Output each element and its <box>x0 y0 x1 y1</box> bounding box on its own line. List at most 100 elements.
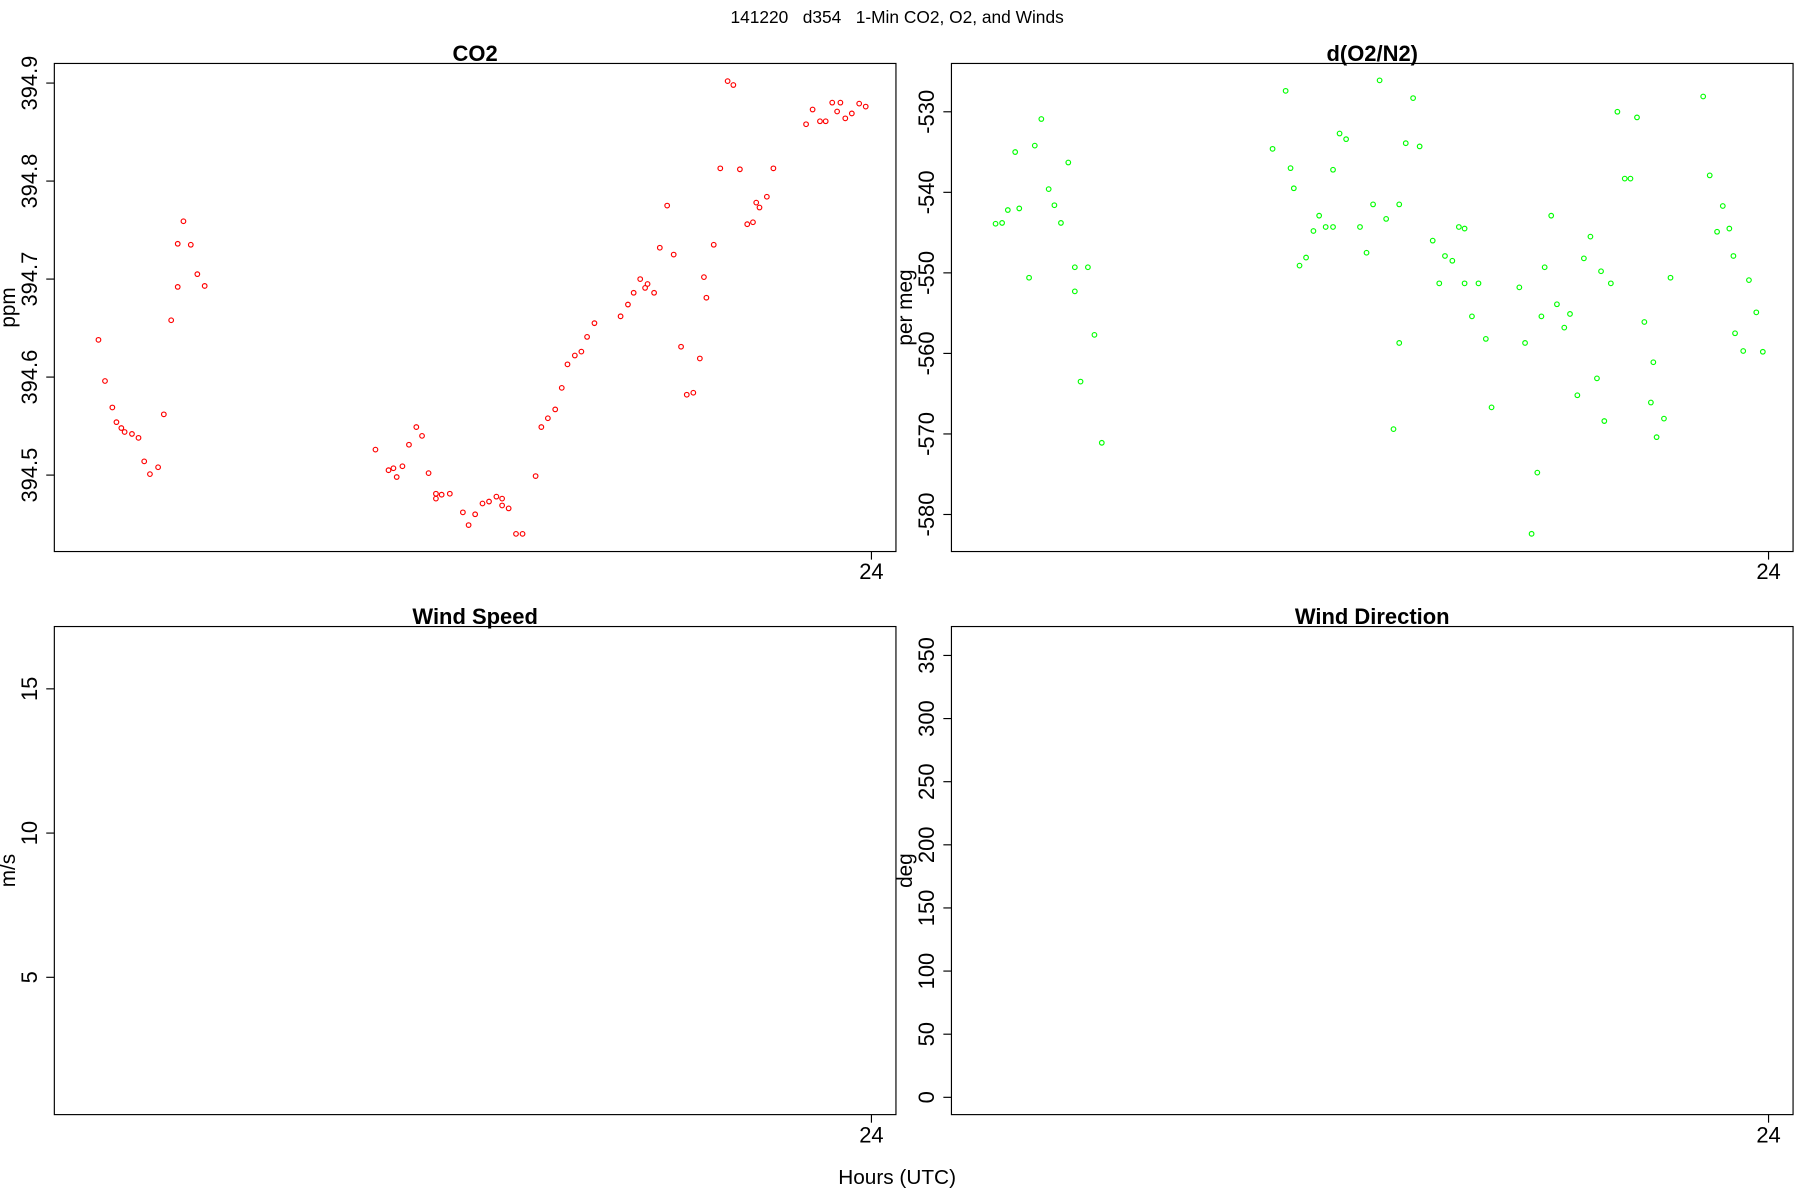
data-point <box>992 220 999 227</box>
data-point <box>703 294 710 301</box>
y-tick-label: -550 <box>914 251 939 295</box>
data-point <box>459 509 466 516</box>
y-tick-label: 0 <box>914 1091 939 1103</box>
data-point <box>1719 203 1726 209</box>
data-point <box>1316 212 1323 219</box>
y-axis-label: ppm <box>0 287 20 327</box>
data-point <box>147 471 153 477</box>
data-point <box>1004 207 1011 213</box>
data-point <box>644 281 651 287</box>
data-point <box>505 505 512 512</box>
data-point <box>696 355 703 362</box>
y-tick-label: 394.7 <box>17 252 42 307</box>
data-point <box>1287 165 1294 172</box>
data-point <box>1330 224 1336 230</box>
data-point <box>750 219 756 226</box>
panel-title: Wind Direction <box>1295 604 1450 629</box>
data-point <box>513 531 519 537</box>
data-point <box>744 221 751 228</box>
data-point <box>1091 331 1098 338</box>
data-point <box>446 490 453 497</box>
data-point <box>180 218 187 225</box>
data-point <box>187 241 194 248</box>
data-point <box>465 522 472 528</box>
data-point <box>862 103 869 110</box>
y-axis-label: m/s <box>0 854 20 887</box>
y-tick-label: 250 <box>914 763 939 800</box>
data-point <box>1561 324 1568 331</box>
panel-title: CO2 <box>453 41 498 66</box>
data-point <box>770 165 777 172</box>
data-point <box>174 240 181 247</box>
data-point <box>1574 392 1581 399</box>
y-axis-label: deg <box>894 853 917 888</box>
data-point <box>1653 434 1660 441</box>
data-point <box>1627 175 1634 182</box>
data-point <box>837 99 844 106</box>
y-tick-label: -560 <box>914 331 939 375</box>
data-point <box>113 419 120 426</box>
data-point <box>1469 313 1475 320</box>
plot-frame <box>950 62 1794 553</box>
data-point <box>1667 274 1674 281</box>
data-point <box>1376 77 1383 84</box>
data-point <box>201 283 208 289</box>
data-point <box>1730 253 1737 259</box>
data-point <box>1601 418 1608 424</box>
data-point <box>168 317 175 324</box>
data-point <box>1058 220 1064 226</box>
y-tick-label: 350 <box>914 637 939 674</box>
plot-frame <box>950 625 1794 1116</box>
data-point <box>1296 262 1303 269</box>
y-tick-label: 394.6 <box>17 350 42 405</box>
data-point <box>1303 254 1309 261</box>
data-point <box>829 99 836 106</box>
data-point <box>393 474 400 480</box>
data-point <box>372 446 379 453</box>
data-point <box>617 313 624 320</box>
data-point <box>1482 336 1489 342</box>
data-point <box>558 384 565 391</box>
data-point <box>155 464 161 471</box>
y-tick-label: 394.8 <box>17 154 42 209</box>
data-point <box>1700 93 1707 100</box>
data-point <box>1516 284 1523 291</box>
data-point <box>1580 255 1587 262</box>
data-point <box>1614 108 1621 115</box>
data-point <box>1330 166 1336 173</box>
data-point <box>1045 186 1052 192</box>
data-point <box>1363 249 1370 256</box>
data-point <box>1621 175 1628 182</box>
data-point <box>438 491 445 498</box>
data-point <box>1269 145 1276 152</box>
data-point <box>717 165 724 172</box>
data-point <box>1706 172 1713 179</box>
data-point <box>1488 404 1495 411</box>
data-point <box>584 334 590 340</box>
data-point <box>1641 319 1648 325</box>
data-point <box>710 241 717 248</box>
data-point <box>1016 205 1023 212</box>
panel-title: Wind Speed <box>412 604 537 629</box>
data-point <box>1538 313 1545 320</box>
data-point <box>701 274 707 281</box>
x-axis-label: Hours (UTC) <box>838 1166 956 1189</box>
data-point <box>1031 142 1038 149</box>
data-point <box>670 251 677 258</box>
data-point <box>129 431 135 437</box>
data-point <box>730 82 737 88</box>
data-point <box>499 495 505 502</box>
data-point <box>544 415 551 422</box>
data-point <box>1455 224 1462 230</box>
data-point <box>479 500 486 507</box>
data-point <box>856 100 863 107</box>
data-point <box>1322 224 1329 230</box>
data-point <box>174 284 181 290</box>
data-point <box>1740 348 1747 354</box>
data-point <box>1554 301 1560 308</box>
data-point <box>1282 87 1289 94</box>
data-point <box>809 106 816 113</box>
data-point <box>472 511 479 518</box>
data-point <box>1071 264 1078 271</box>
